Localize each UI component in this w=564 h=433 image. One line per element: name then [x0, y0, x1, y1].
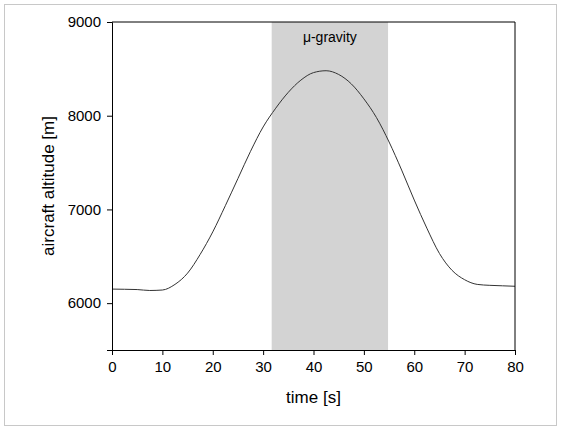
- altitude-line: [112, 71, 515, 291]
- y-axis-title: aircraft altitude [m]: [39, 116, 58, 256]
- x-tick: 70: [457, 350, 474, 375]
- y-tick-label: 7000: [68, 201, 101, 218]
- y-tick-label: 8000: [68, 107, 101, 124]
- x-tick-mark: [263, 350, 264, 355]
- x-tick-mark: [213, 350, 214, 355]
- x-tick: 20: [205, 350, 222, 375]
- x-tick-label: 20: [205, 358, 222, 375]
- x-axis-line: [113, 351, 516, 356]
- y-tick-mark: [107, 303, 112, 304]
- y-tick-label: 6000: [68, 294, 101, 311]
- x-tick: 50: [356, 350, 373, 375]
- y-axis-line: [107, 23, 113, 351]
- y-tick-label: 9000: [68, 13, 101, 30]
- x-tick: 40: [306, 350, 323, 375]
- chart: 0 10 20 30 40 50 60 70 80 6000 7000 8000 9000 μ-gravi…: [0, 0, 564, 433]
- x-tick: 80: [507, 350, 524, 375]
- frame-top: [112, 22, 515, 23]
- region-label: μ-gravity: [303, 29, 357, 45]
- x-tick-mark: [314, 350, 315, 355]
- x-tick-label: 70: [457, 358, 474, 375]
- y-tick-mark: [107, 209, 112, 210]
- x-tick: 0: [108, 350, 116, 375]
- x-tick: 60: [406, 350, 423, 375]
- x-tick-label: 80: [507, 358, 524, 375]
- x-tick-label: 30: [255, 358, 272, 375]
- y-tick-mark: [107, 22, 112, 23]
- x-tick: 30: [255, 350, 272, 375]
- y-tick: 9000: [68, 13, 112, 30]
- x-tick-label: 10: [155, 358, 172, 375]
- y-axis: 6000 7000 8000 9000: [68, 13, 113, 350]
- x-axis-title: time [s]: [286, 388, 341, 407]
- x-tick-mark: [162, 350, 163, 355]
- x-tick-mark: [414, 350, 415, 355]
- y-tick-mark: [107, 116, 112, 117]
- x-tick-mark: [465, 350, 466, 355]
- frame-right: [515, 22, 516, 350]
- y-tick: 8000: [68, 107, 112, 124]
- x-tick-label: 50: [356, 358, 373, 375]
- x-tick-label: 0: [108, 358, 116, 375]
- figure-border: [5, 5, 557, 426]
- x-tick-mark: [515, 350, 516, 355]
- x-tick-label: 60: [406, 358, 423, 375]
- y-tick: 6000: [68, 294, 112, 311]
- x-tick-mark: [364, 350, 365, 355]
- x-tick-label: 40: [306, 358, 323, 375]
- x-tick: 10: [155, 350, 172, 375]
- y-tick: 7000: [68, 201, 112, 218]
- plot: 0 10 20 30 40 50 60 70 80 6000 7000 8000 9000 μ-gravi…: [39, 13, 524, 407]
- x-axis: 0 10 20 30 40 50 60 70 80: [108, 350, 524, 375]
- marks: [112, 22, 515, 350]
